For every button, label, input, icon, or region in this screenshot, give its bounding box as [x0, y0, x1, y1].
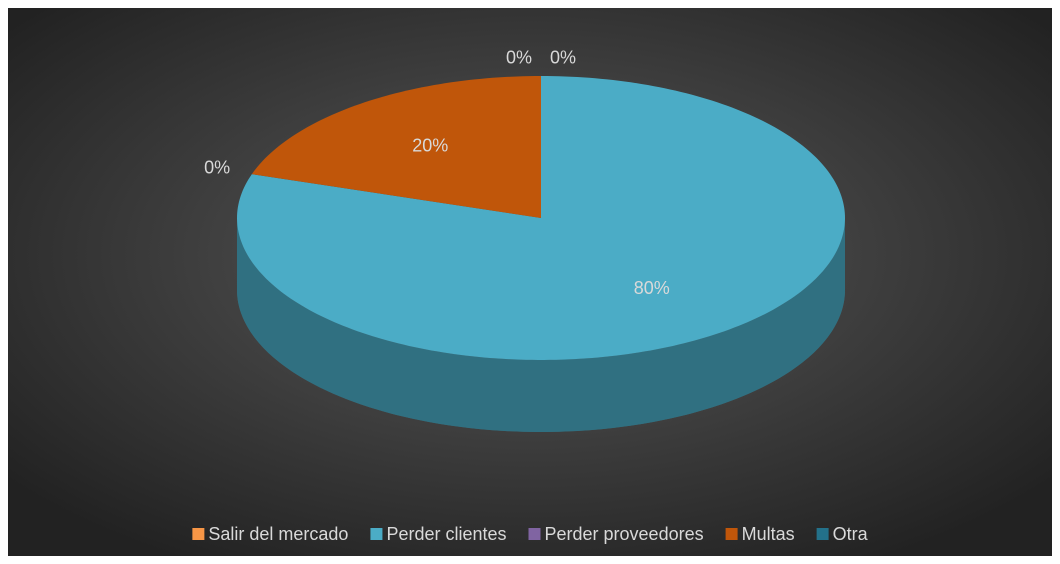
legend-label: Multas: [742, 524, 795, 544]
slice: [251, 76, 541, 218]
data-label: 20%: [412, 136, 448, 156]
legend-label: Perder proveedores: [545, 524, 704, 544]
legend-swatch: [370, 528, 383, 540]
legend-swatch: [192, 528, 205, 540]
slice-side: [237, 218, 845, 432]
legend-label: Otra: [833, 524, 869, 544]
legend-swatch: [725, 528, 738, 540]
data-label: 0%: [506, 48, 532, 68]
data-label: 0%: [550, 48, 576, 68]
data-label: 80%: [634, 278, 670, 298]
legend-swatch: [816, 528, 829, 540]
slice-side-face: [237, 218, 845, 432]
legend-label: Salir del mercado: [208, 524, 348, 544]
legend-swatch: [528, 528, 541, 540]
legend-label: Perder clientes: [386, 524, 506, 544]
slice-side-shade: [237, 218, 845, 432]
data-label: 0%: [204, 158, 230, 178]
